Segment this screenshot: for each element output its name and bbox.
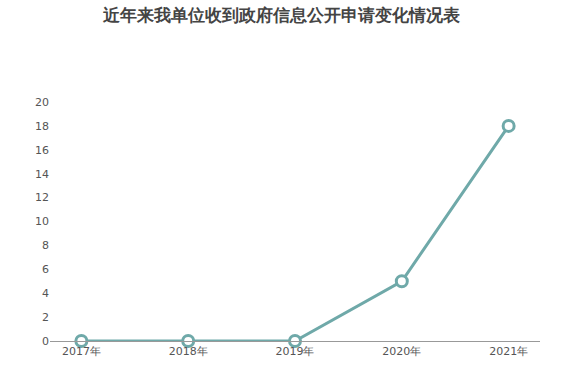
svg-text:2: 2 [42, 311, 49, 324]
svg-text:8: 8 [42, 239, 49, 252]
svg-text:2019年: 2019年 [276, 345, 315, 358]
svg-text:2017年: 2017年 [62, 345, 101, 358]
svg-text:18: 18 [35, 120, 49, 133]
svg-text:12: 12 [35, 191, 49, 204]
svg-text:6: 6 [42, 263, 49, 276]
svg-text:近年来我单位收到政府信息公开申请变化情况表: 近年来我单位收到政府信息公开申请变化情况表 [102, 5, 461, 25]
svg-text:14: 14 [35, 168, 49, 181]
svg-text:2020年: 2020年 [382, 345, 421, 358]
svg-text:4: 4 [42, 287, 49, 300]
svg-text:10: 10 [35, 215, 49, 228]
svg-text:0: 0 [42, 335, 49, 348]
svg-text:16: 16 [35, 144, 49, 157]
svg-text:20: 20 [35, 96, 49, 109]
svg-text:2018年: 2018年 [169, 345, 208, 358]
svg-text:2021年: 2021年 [489, 345, 528, 358]
